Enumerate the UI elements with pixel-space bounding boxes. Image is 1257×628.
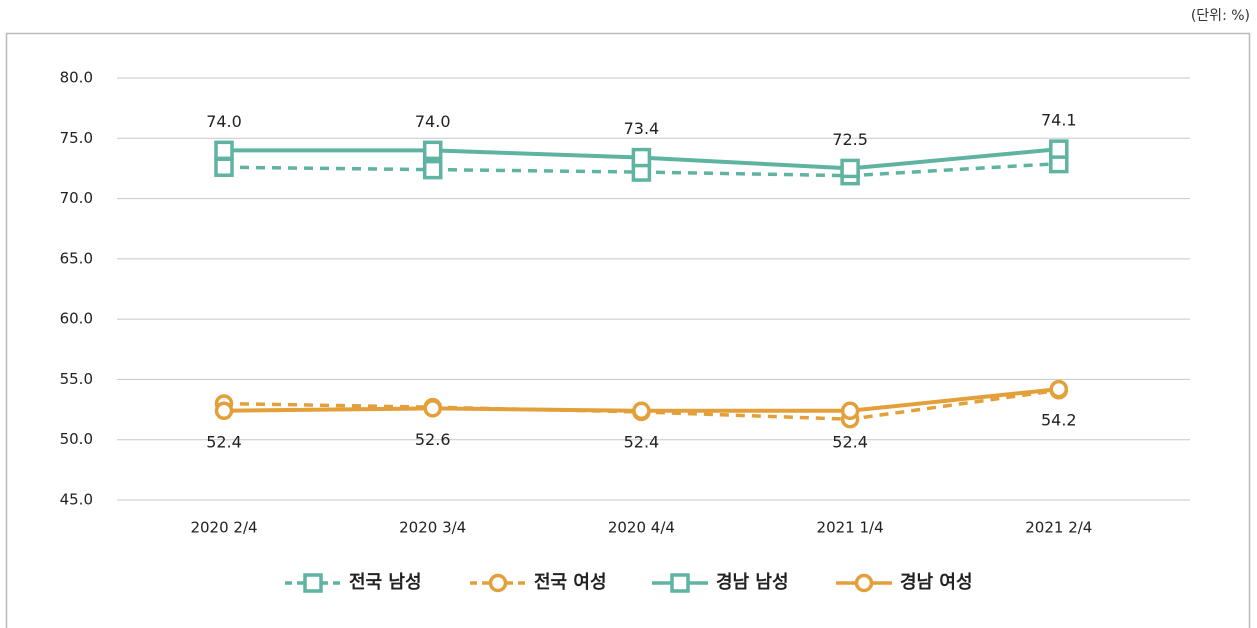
y-tick-label: 60.0 bbox=[60, 310, 93, 328]
x-tick-label: 2021 1/4 bbox=[817, 519, 884, 537]
data-point bbox=[214, 157, 234, 177]
y-tick-label: 80.0 bbox=[60, 69, 93, 87]
y-tick-label: 65.0 bbox=[60, 249, 93, 267]
y-tick-label: 45.0 bbox=[60, 491, 93, 509]
data-point bbox=[632, 401, 651, 421]
data-point bbox=[214, 140, 234, 161]
x-tick-label: 2021 2/4 bbox=[1025, 519, 1092, 537]
x-tick-label: 2020 2/4 bbox=[190, 519, 257, 537]
y-tick-label: 50.0 bbox=[60, 430, 93, 448]
data-point bbox=[1049, 379, 1069, 399]
legend-label: 전국 여성 bbox=[534, 572, 607, 593]
data-label: 52.4 bbox=[624, 432, 660, 451]
data-label: 52.4 bbox=[832, 432, 868, 451]
x-tick-label: 2020 3/4 bbox=[399, 519, 466, 537]
data-point bbox=[422, 159, 443, 180]
data-label: 72.5 bbox=[832, 130, 868, 149]
y-tick-label: 70.0 bbox=[60, 189, 93, 207]
legend-label: 경남 남성 bbox=[716, 572, 789, 593]
data-label: 74.0 bbox=[206, 112, 242, 131]
y-tick-label: 55.0 bbox=[60, 370, 93, 388]
legend-label: 전국 남성 bbox=[349, 572, 422, 593]
data-point bbox=[422, 140, 443, 161]
chart-frame bbox=[5, 32, 1251, 628]
x-tick-label: 2020 4/4 bbox=[608, 519, 675, 537]
legend-marker bbox=[303, 573, 323, 593]
data-label: 52.6 bbox=[415, 430, 451, 449]
data-point bbox=[840, 401, 860, 421]
data-point bbox=[631, 147, 652, 168]
legend-label: 경남 여성 bbox=[900, 572, 973, 593]
data-label: 54.2 bbox=[1041, 411, 1077, 430]
data-label: 74.1 bbox=[1041, 111, 1077, 130]
data-point bbox=[423, 399, 442, 418]
data-label: 74.0 bbox=[415, 112, 451, 131]
data-label: 52.4 bbox=[206, 432, 242, 451]
legend-marker bbox=[670, 573, 690, 593]
data-point bbox=[1049, 139, 1069, 159]
unit-label: (단위: %) bbox=[1191, 8, 1250, 24]
legend-marker bbox=[488, 573, 508, 593]
data-point bbox=[840, 158, 860, 179]
data-point bbox=[214, 401, 234, 421]
legend-marker bbox=[854, 573, 874, 593]
y-tick-label: 75.0 bbox=[60, 129, 93, 147]
data-label: 73.4 bbox=[624, 119, 660, 138]
